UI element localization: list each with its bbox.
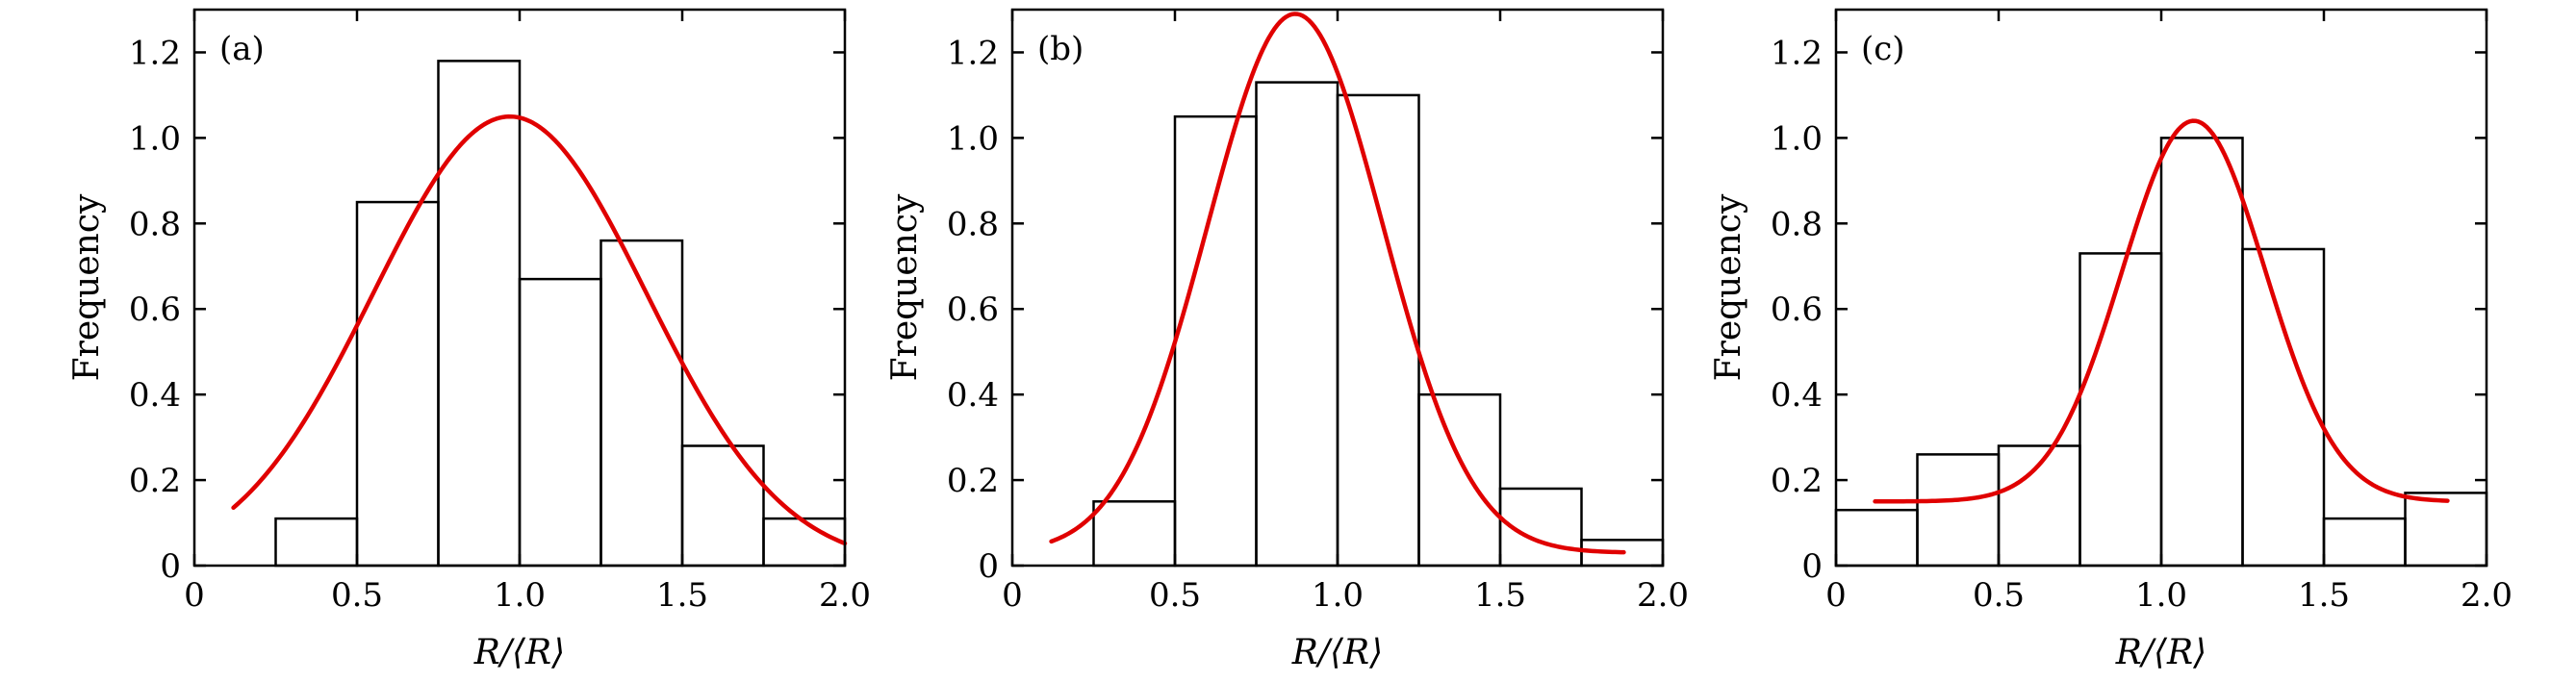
histogram-bar xyxy=(355,200,440,568)
panel-3: 0 0.5 1.0 1.5 2.0 0 0.2 0.4 0.6 0.8 1.0 1.2 R/⟨R⟩ Fre… xyxy=(1709,8,2512,672)
histogram-bar xyxy=(2159,137,2244,568)
fit-curve xyxy=(1873,118,2450,504)
x-tick-label: 1.0 xyxy=(494,576,546,615)
x-tick-label: 0 xyxy=(1825,576,1847,615)
y-tick-label: 0 xyxy=(1801,547,1823,586)
x-tick-label: 0 xyxy=(184,576,205,615)
histogram-bar xyxy=(437,60,522,568)
x-tick-label: 0.5 xyxy=(1149,576,1201,615)
x-axis-label: R/⟨R⟩ xyxy=(473,633,565,672)
y-tick-label: 0.2 xyxy=(947,462,999,500)
fit-curve xyxy=(1049,12,1626,555)
y-tick-label: 0 xyxy=(978,547,999,586)
histogram-bar xyxy=(1255,81,1339,568)
histogram-bar xyxy=(1173,114,1258,568)
x-tick-label: 0 xyxy=(1002,576,1023,615)
fit-curve xyxy=(231,114,848,546)
x-tick-label: 1.5 xyxy=(1474,576,1526,615)
panel-label: (a) xyxy=(219,30,265,68)
histogram-bar xyxy=(274,517,359,568)
y-tick-label: 0.4 xyxy=(947,376,999,415)
y-tick-label: 1.2 xyxy=(947,34,999,72)
y-tick-label: 0.4 xyxy=(1771,376,1823,415)
histogram-bar xyxy=(1916,453,2001,568)
x-tick-label: 1.0 xyxy=(2135,576,2187,615)
x-tick-label: 2.0 xyxy=(2461,576,2512,615)
histogram-bar xyxy=(2404,492,2488,568)
x-tick-label: 2.0 xyxy=(1637,576,1689,615)
panel-label: (b) xyxy=(1037,30,1084,68)
y-tick-label: 0.2 xyxy=(1771,462,1823,500)
x-axis-label: R/⟨R⟩ xyxy=(2115,633,2206,672)
panel-1: 0 0.5 1.0 1.5 2.0 0 0.2 0.4 0.6 0.8 1.0 1.2 R/⟨R⟩ Fre… xyxy=(67,8,871,672)
histogram-bar xyxy=(599,239,684,568)
y-tick-label: 0.8 xyxy=(129,205,181,243)
x-tick-label: 2.0 xyxy=(819,576,871,615)
x-tick-label: 1.5 xyxy=(2298,576,2350,615)
x-tick-label: 0.5 xyxy=(1973,576,2025,615)
y-tick-label: 0.6 xyxy=(129,290,181,329)
panel-2: 0 0.5 1.0 1.5 2.0 0 0.2 0.4 0.6 0.8 1.0 1.2 R/⟨R⟩ Fre… xyxy=(885,8,1689,672)
histogram-bar xyxy=(2079,252,2163,568)
histogram-bar xyxy=(1336,93,1420,568)
y-tick-label: 1.0 xyxy=(947,119,999,158)
histogram-bar xyxy=(1092,500,1177,568)
y-tick-label: 0.8 xyxy=(1771,205,1823,243)
y-tick-label: 0.6 xyxy=(947,290,999,329)
panel-label: (c) xyxy=(1861,30,1905,68)
x-tick-label: 1.0 xyxy=(1312,576,1364,615)
histogram-bar xyxy=(518,277,602,568)
x-axis-label: R/⟨R⟩ xyxy=(1291,633,1383,672)
histogram-bar xyxy=(2322,517,2407,568)
y-tick-label: 0.2 xyxy=(129,462,181,500)
y-tick-label: 1.0 xyxy=(1771,119,1823,158)
histogram-bar xyxy=(762,517,847,568)
x-tick-label: 1.5 xyxy=(656,576,708,615)
x-tick-label: 0.5 xyxy=(331,576,383,615)
y-tick-label: 0.6 xyxy=(1771,290,1823,329)
y-tick-label: 0 xyxy=(160,547,181,586)
y-axis-label: Frequency xyxy=(1709,193,1748,381)
histogram-bar xyxy=(1834,508,1919,568)
y-tick-label: 0.4 xyxy=(129,376,181,415)
histogram-bar xyxy=(1417,392,1502,568)
y-axis-label: Frequency xyxy=(885,193,925,381)
y-axis-label: Frequency xyxy=(67,193,107,381)
histogram-bar xyxy=(680,444,765,568)
y-tick-label: 0.8 xyxy=(947,205,999,243)
y-tick-label: 1.2 xyxy=(1771,34,1823,72)
y-tick-label: 1.0 xyxy=(129,119,181,158)
y-tick-label: 1.2 xyxy=(129,34,181,72)
